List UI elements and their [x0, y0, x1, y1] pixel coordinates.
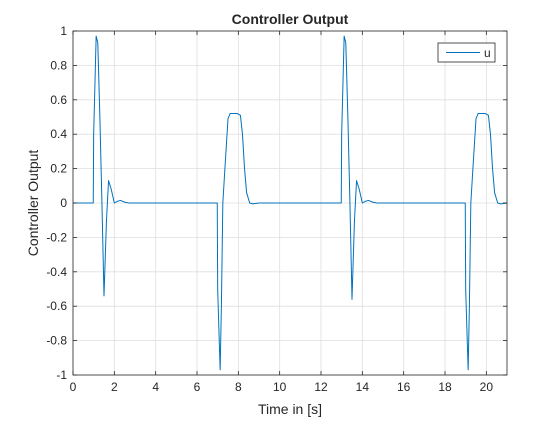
legend: u	[438, 43, 495, 62]
y-tick-label: 0.8	[50, 58, 67, 72]
x-tick-label: 16	[397, 380, 411, 394]
y-tick-label: 0.4	[50, 127, 67, 141]
y-tick-label: 0.6	[50, 93, 67, 107]
y-tick-label: -0.4	[46, 265, 67, 279]
y-tick-label: 0.2	[50, 162, 67, 176]
y-tick-label: -0.8	[46, 334, 67, 348]
x-tick-label: 4	[152, 380, 159, 394]
x-tick-label: 18	[438, 380, 452, 394]
x-axis-label: Time in [s]	[258, 401, 322, 417]
x-tick-label: 20	[480, 380, 494, 394]
legend-label-u: u	[484, 46, 491, 60]
y-tick-label: -1	[56, 368, 67, 382]
x-tick-label: 0	[70, 380, 77, 394]
x-tick-label: 8	[235, 380, 242, 394]
x-tick-label: 6	[194, 380, 201, 394]
y-tick-label: 0	[60, 196, 67, 210]
y-tick-label: 1	[60, 24, 67, 38]
chart-title: Controller Output	[232, 11, 349, 27]
x-tick-label: 10	[273, 380, 287, 394]
x-tick-label: 2	[111, 380, 118, 394]
y-tick-label: -0.2	[46, 230, 67, 244]
x-tick-label: 14	[356, 380, 370, 394]
y-tick-label: -0.6	[46, 299, 67, 313]
x-tick-label: 12	[314, 380, 328, 394]
y-axis-label: Controller Output	[25, 150, 41, 257]
